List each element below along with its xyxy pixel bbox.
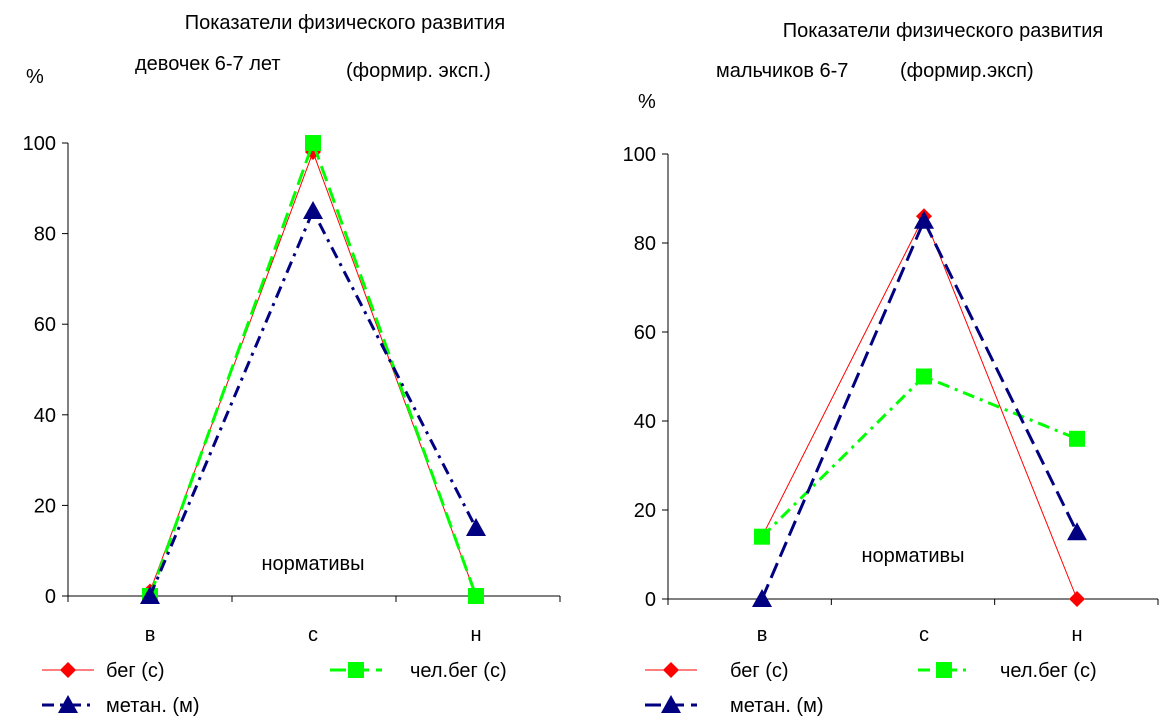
legend-marker: [58, 695, 78, 713]
chart-girls: Показатели физического развития девочек …: [23, 12, 561, 717]
y-tick-label: 0: [45, 586, 56, 608]
legend-label: чел.бег (с): [410, 660, 507, 682]
chart-title-line2b: (формир.эксп): [900, 60, 1034, 82]
x-tick-label: н: [1071, 624, 1082, 646]
axes: 0 20 40 60 80 100 в с н: [23, 133, 561, 646]
chart-title-line2a: мальчиков 6-7: [716, 60, 848, 82]
data-point-marker: [752, 589, 772, 607]
y-tick-label: 60: [34, 314, 56, 336]
series-line: [148, 207, 478, 597]
y-tick-label: 100: [23, 133, 56, 155]
legend: бег (с) чел.бег (с) метан. (м): [645, 660, 1097, 717]
data-point-marker: [305, 135, 321, 151]
legend-marker: [663, 662, 679, 678]
y-tick-label: 0: [645, 589, 656, 611]
data-point-marker: [916, 368, 932, 385]
series-layer: [140, 135, 486, 604]
x-tick-label: с: [308, 624, 318, 646]
x-tick-label: в: [757, 624, 768, 646]
x-tick-label: в: [145, 624, 156, 646]
legend-label: бег (с): [730, 660, 789, 682]
data-point-marker: [1067, 522, 1087, 541]
x-tick-label: н: [470, 624, 481, 646]
axes: 0 20 40 60 80 100 в с н: [623, 144, 1159, 646]
data-point-marker: [466, 518, 486, 537]
series-layer: [752, 208, 1087, 607]
y-tick-label: 80: [634, 233, 656, 255]
y-tick-label: 60: [634, 322, 656, 344]
legend-label: чел.бег (с): [1000, 660, 1097, 682]
legend-label: метан. (м): [730, 695, 824, 717]
y-tick-label: 40: [634, 411, 656, 433]
chart-title-line1: Показатели физического развития: [783, 20, 1104, 42]
legend-label: метан. (м): [106, 695, 200, 717]
series-line: [761, 215, 1078, 600]
y-tick-label: 80: [34, 224, 56, 246]
data-point-marker: [468, 588, 484, 604]
legend-label: бег (с): [106, 660, 165, 682]
series-line: [760, 217, 1079, 600]
annotation-normatives: нормативы: [261, 553, 364, 575]
y-tick-label: 100: [623, 144, 656, 166]
data-point-marker: [914, 210, 934, 229]
series-line: [760, 374, 1078, 538]
legend: бег (с) чел.бег (с) метан. (м): [42, 660, 507, 717]
chart-title-line2b: (формир. эксп.): [346, 60, 491, 82]
data-point-marker: [1069, 591, 1085, 607]
legend-marker: [348, 662, 364, 678]
legend-marker: [661, 695, 681, 713]
data-point-marker: [303, 200, 323, 219]
chart-boys: Показатели физического развития мальчико…: [623, 20, 1159, 717]
legend-marker: [936, 662, 952, 678]
y-tick-label: 40: [34, 405, 56, 427]
data-point-marker: [140, 586, 160, 604]
data-point-marker: [754, 528, 770, 545]
annotation-normatives: нормативы: [861, 545, 964, 567]
legend-marker: [60, 662, 76, 678]
y-tick-label: 20: [34, 495, 56, 517]
y-axis-label: %: [26, 66, 44, 88]
chart-title-line2a: девочек 6-7 лет: [135, 53, 280, 75]
y-tick-label: 20: [634, 500, 656, 522]
y-axis-label: %: [638, 91, 656, 113]
data-point-marker: [1069, 430, 1085, 447]
x-tick-label: с: [919, 624, 929, 646]
chart-title-line1: Показатели физического развития: [185, 12, 506, 34]
